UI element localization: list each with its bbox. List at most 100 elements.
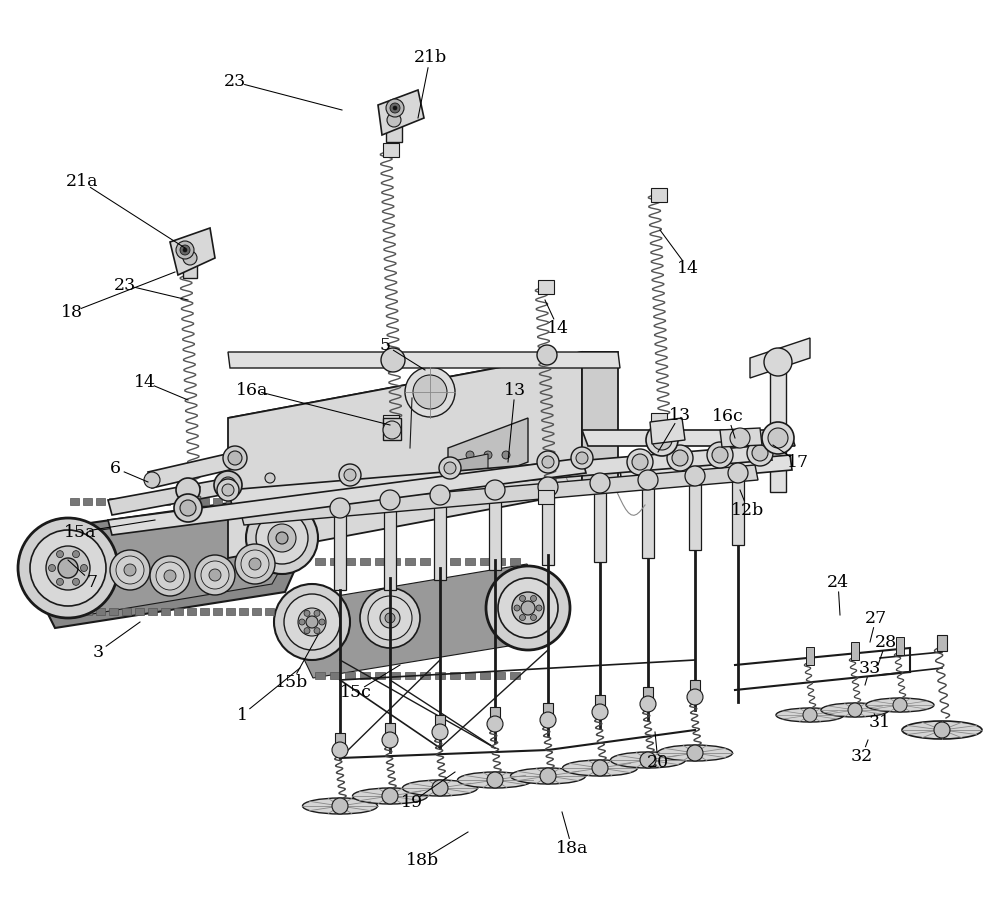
Circle shape	[383, 421, 401, 439]
Circle shape	[590, 473, 610, 493]
Polygon shape	[334, 508, 346, 590]
Bar	[335, 733, 345, 753]
Circle shape	[768, 428, 788, 448]
Bar	[83, 608, 92, 615]
Text: 15c: 15c	[340, 683, 372, 701]
Bar	[383, 418, 401, 440]
Bar	[651, 188, 667, 202]
Ellipse shape	[352, 788, 428, 804]
Circle shape	[124, 564, 136, 576]
Bar	[465, 558, 475, 565]
Circle shape	[638, 470, 658, 490]
Bar	[651, 413, 667, 427]
Polygon shape	[582, 352, 618, 492]
Ellipse shape	[821, 703, 889, 717]
Bar	[187, 498, 196, 505]
Ellipse shape	[610, 752, 686, 768]
Bar	[851, 642, 859, 660]
Circle shape	[498, 578, 558, 638]
Circle shape	[487, 772, 503, 788]
Bar	[543, 703, 553, 723]
Bar	[405, 672, 415, 679]
Bar	[375, 672, 385, 679]
Circle shape	[848, 703, 862, 717]
Circle shape	[752, 445, 768, 461]
Bar	[643, 687, 653, 707]
Circle shape	[180, 500, 196, 516]
Text: 23: 23	[224, 74, 246, 90]
Text: 14: 14	[134, 373, 156, 391]
Circle shape	[466, 451, 474, 459]
Text: 23: 23	[114, 277, 136, 293]
Circle shape	[537, 345, 557, 365]
Bar	[200, 608, 209, 615]
Bar	[226, 608, 235, 615]
Polygon shape	[228, 445, 772, 505]
Bar	[435, 558, 445, 565]
Circle shape	[110, 550, 150, 590]
Circle shape	[268, 524, 296, 552]
Circle shape	[747, 440, 773, 466]
Text: 31: 31	[869, 714, 891, 730]
Bar	[510, 558, 520, 565]
Circle shape	[487, 716, 503, 732]
Bar	[390, 558, 400, 565]
Circle shape	[30, 530, 106, 606]
Text: 12b: 12b	[731, 502, 765, 518]
Circle shape	[344, 469, 356, 481]
Bar	[360, 672, 370, 679]
Polygon shape	[489, 490, 501, 570]
Circle shape	[150, 556, 190, 596]
Ellipse shape	[458, 772, 532, 788]
Circle shape	[217, 479, 239, 501]
Circle shape	[144, 472, 160, 488]
Circle shape	[538, 477, 558, 497]
Bar	[345, 558, 355, 565]
Circle shape	[413, 375, 447, 409]
Circle shape	[56, 550, 64, 558]
Polygon shape	[292, 564, 548, 678]
Circle shape	[284, 594, 340, 650]
Circle shape	[176, 478, 200, 502]
Polygon shape	[770, 362, 786, 492]
Circle shape	[627, 449, 653, 475]
Circle shape	[576, 452, 588, 464]
Circle shape	[314, 628, 320, 633]
Bar	[345, 672, 355, 679]
Bar	[252, 608, 261, 615]
Bar	[690, 680, 700, 700]
Bar	[375, 558, 385, 565]
Circle shape	[502, 451, 510, 459]
Text: 32: 32	[851, 748, 873, 764]
Bar	[490, 707, 500, 727]
Bar	[538, 490, 554, 504]
Circle shape	[764, 348, 792, 376]
Circle shape	[687, 689, 703, 705]
Text: 16a: 16a	[236, 382, 268, 398]
Bar	[480, 672, 490, 679]
Bar	[70, 608, 79, 615]
Bar	[161, 498, 170, 505]
Ellipse shape	[776, 708, 844, 722]
Circle shape	[382, 788, 398, 804]
Circle shape	[893, 698, 907, 712]
Circle shape	[368, 596, 412, 640]
Circle shape	[228, 451, 242, 465]
Polygon shape	[594, 483, 606, 562]
Bar	[135, 498, 144, 505]
Bar	[538, 280, 554, 294]
Text: 21a: 21a	[66, 173, 98, 191]
Circle shape	[339, 464, 361, 486]
Polygon shape	[240, 465, 758, 525]
Circle shape	[332, 798, 348, 814]
Polygon shape	[228, 352, 582, 558]
Polygon shape	[448, 418, 528, 492]
Text: 21b: 21b	[413, 50, 447, 66]
Circle shape	[537, 451, 559, 473]
Bar	[96, 498, 105, 505]
Bar	[96, 608, 105, 615]
Polygon shape	[108, 478, 232, 515]
Circle shape	[386, 99, 404, 117]
Circle shape	[432, 780, 448, 796]
Text: 16c: 16c	[712, 408, 744, 424]
